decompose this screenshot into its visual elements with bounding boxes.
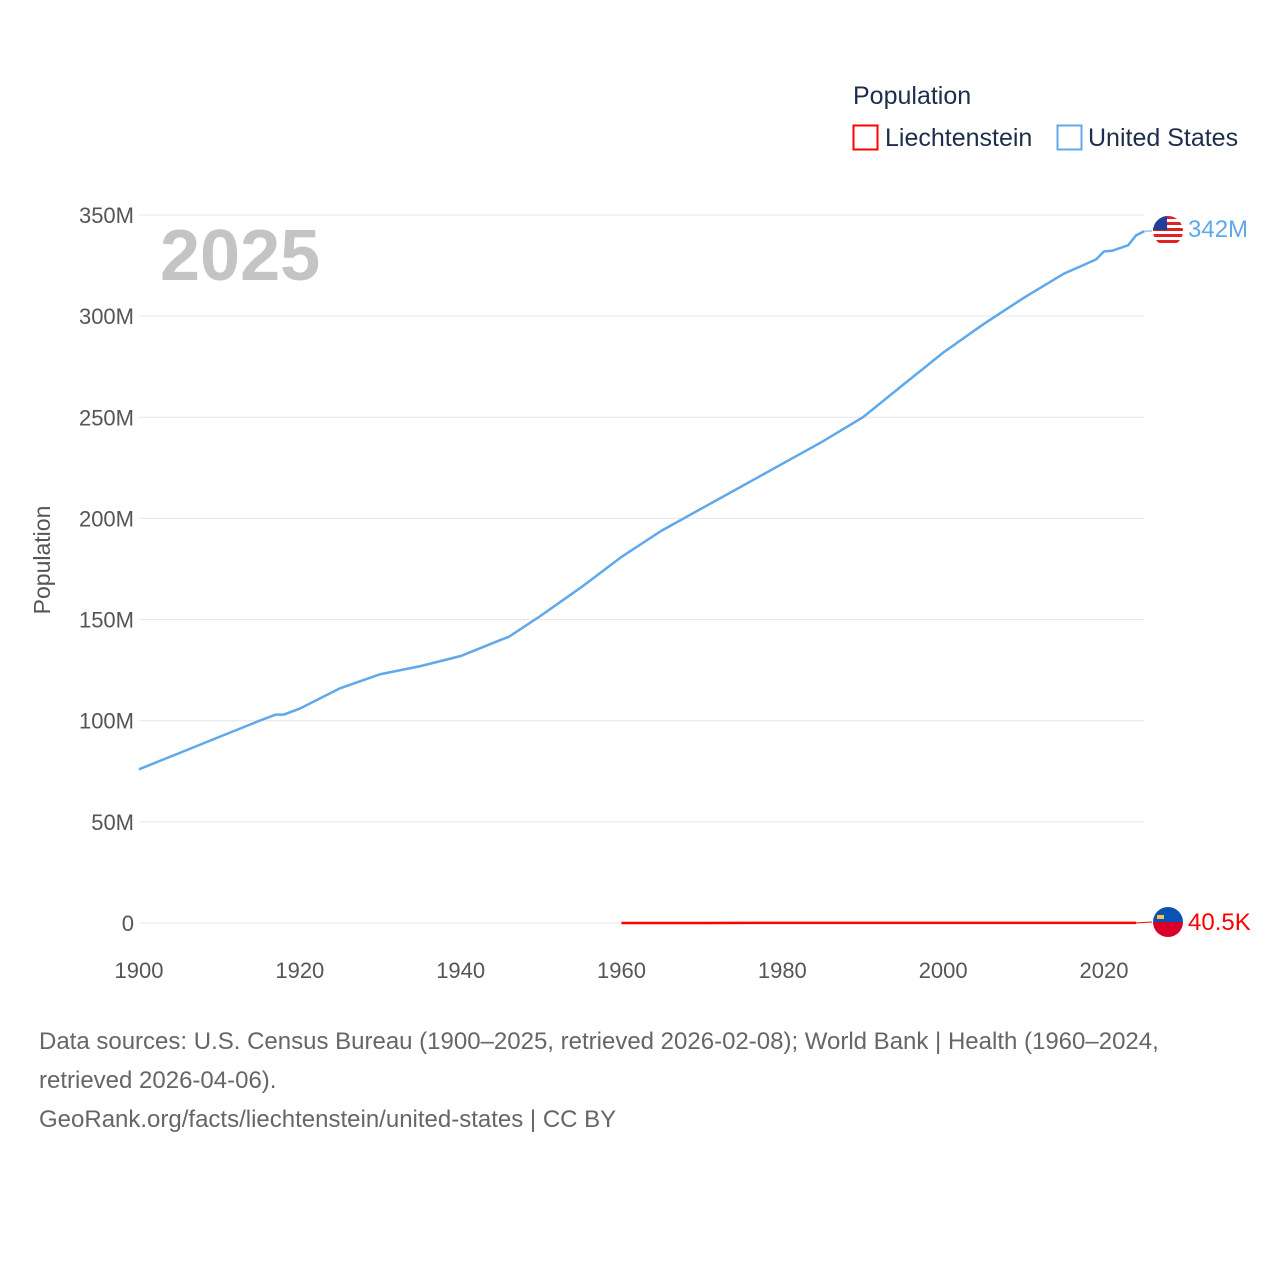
source-link[interactable]: GeoRank.org/facts/liechtenstein/united-s…: [39, 1106, 617, 1133]
population-chart: 0 50M 100M 150M 200M 250M 300M 350M 1900 1920 1940…: [29, 82, 1251, 983]
y-tick-label: 200M: [79, 506, 134, 531]
x-tick-label: 1920: [275, 958, 324, 983]
legend-swatch-united-states[interactable]: [1056, 124, 1083, 151]
legend-label-liechtenstein[interactable]: Liechtenstein: [885, 124, 1032, 152]
liechtenstein-flag-icon: [1153, 907, 1183, 937]
year-watermark: 2025: [160, 216, 320, 296]
x-tick-label: 1960: [597, 958, 646, 983]
series-line-united-states[interactable]: [138, 230, 1145, 771]
end-label-liechtenstein: 40.5K: [1188, 909, 1251, 936]
x-tick-label: 2000: [919, 958, 968, 983]
y-tick-label: 250M: [79, 405, 134, 430]
x-tick-label: 1940: [436, 958, 485, 983]
y-tick-label: 150M: [79, 608, 134, 633]
y-tick-label: 50M: [91, 810, 134, 835]
legend-label-united-states[interactable]: United States: [1088, 124, 1238, 152]
legend-swatch-liechtenstein[interactable]: [852, 124, 879, 151]
y-tick-label: 0: [122, 911, 134, 936]
us-flag-icon: [1153, 216, 1183, 246]
y-tick-label: 350M: [79, 203, 134, 228]
end-label-connector: [1136, 921, 1153, 924]
end-label-united-states: 342M: [1188, 216, 1248, 243]
y-tick-label: 300M: [79, 304, 134, 329]
x-tick-label: 1980: [758, 958, 807, 983]
x-tick-label: 1900: [115, 958, 164, 983]
data-sources: Data sources: U.S. Census Bureau (1900–2…: [39, 1028, 1159, 1094]
y-tick-label: 100M: [79, 709, 134, 734]
legend-title: Population: [853, 82, 971, 110]
y-axis-label: Population: [29, 506, 55, 615]
footer: Data sources: U.S. Census Bureau (1900–2…: [39, 1022, 1249, 1139]
x-tick-label: 2020: [1080, 958, 1129, 983]
